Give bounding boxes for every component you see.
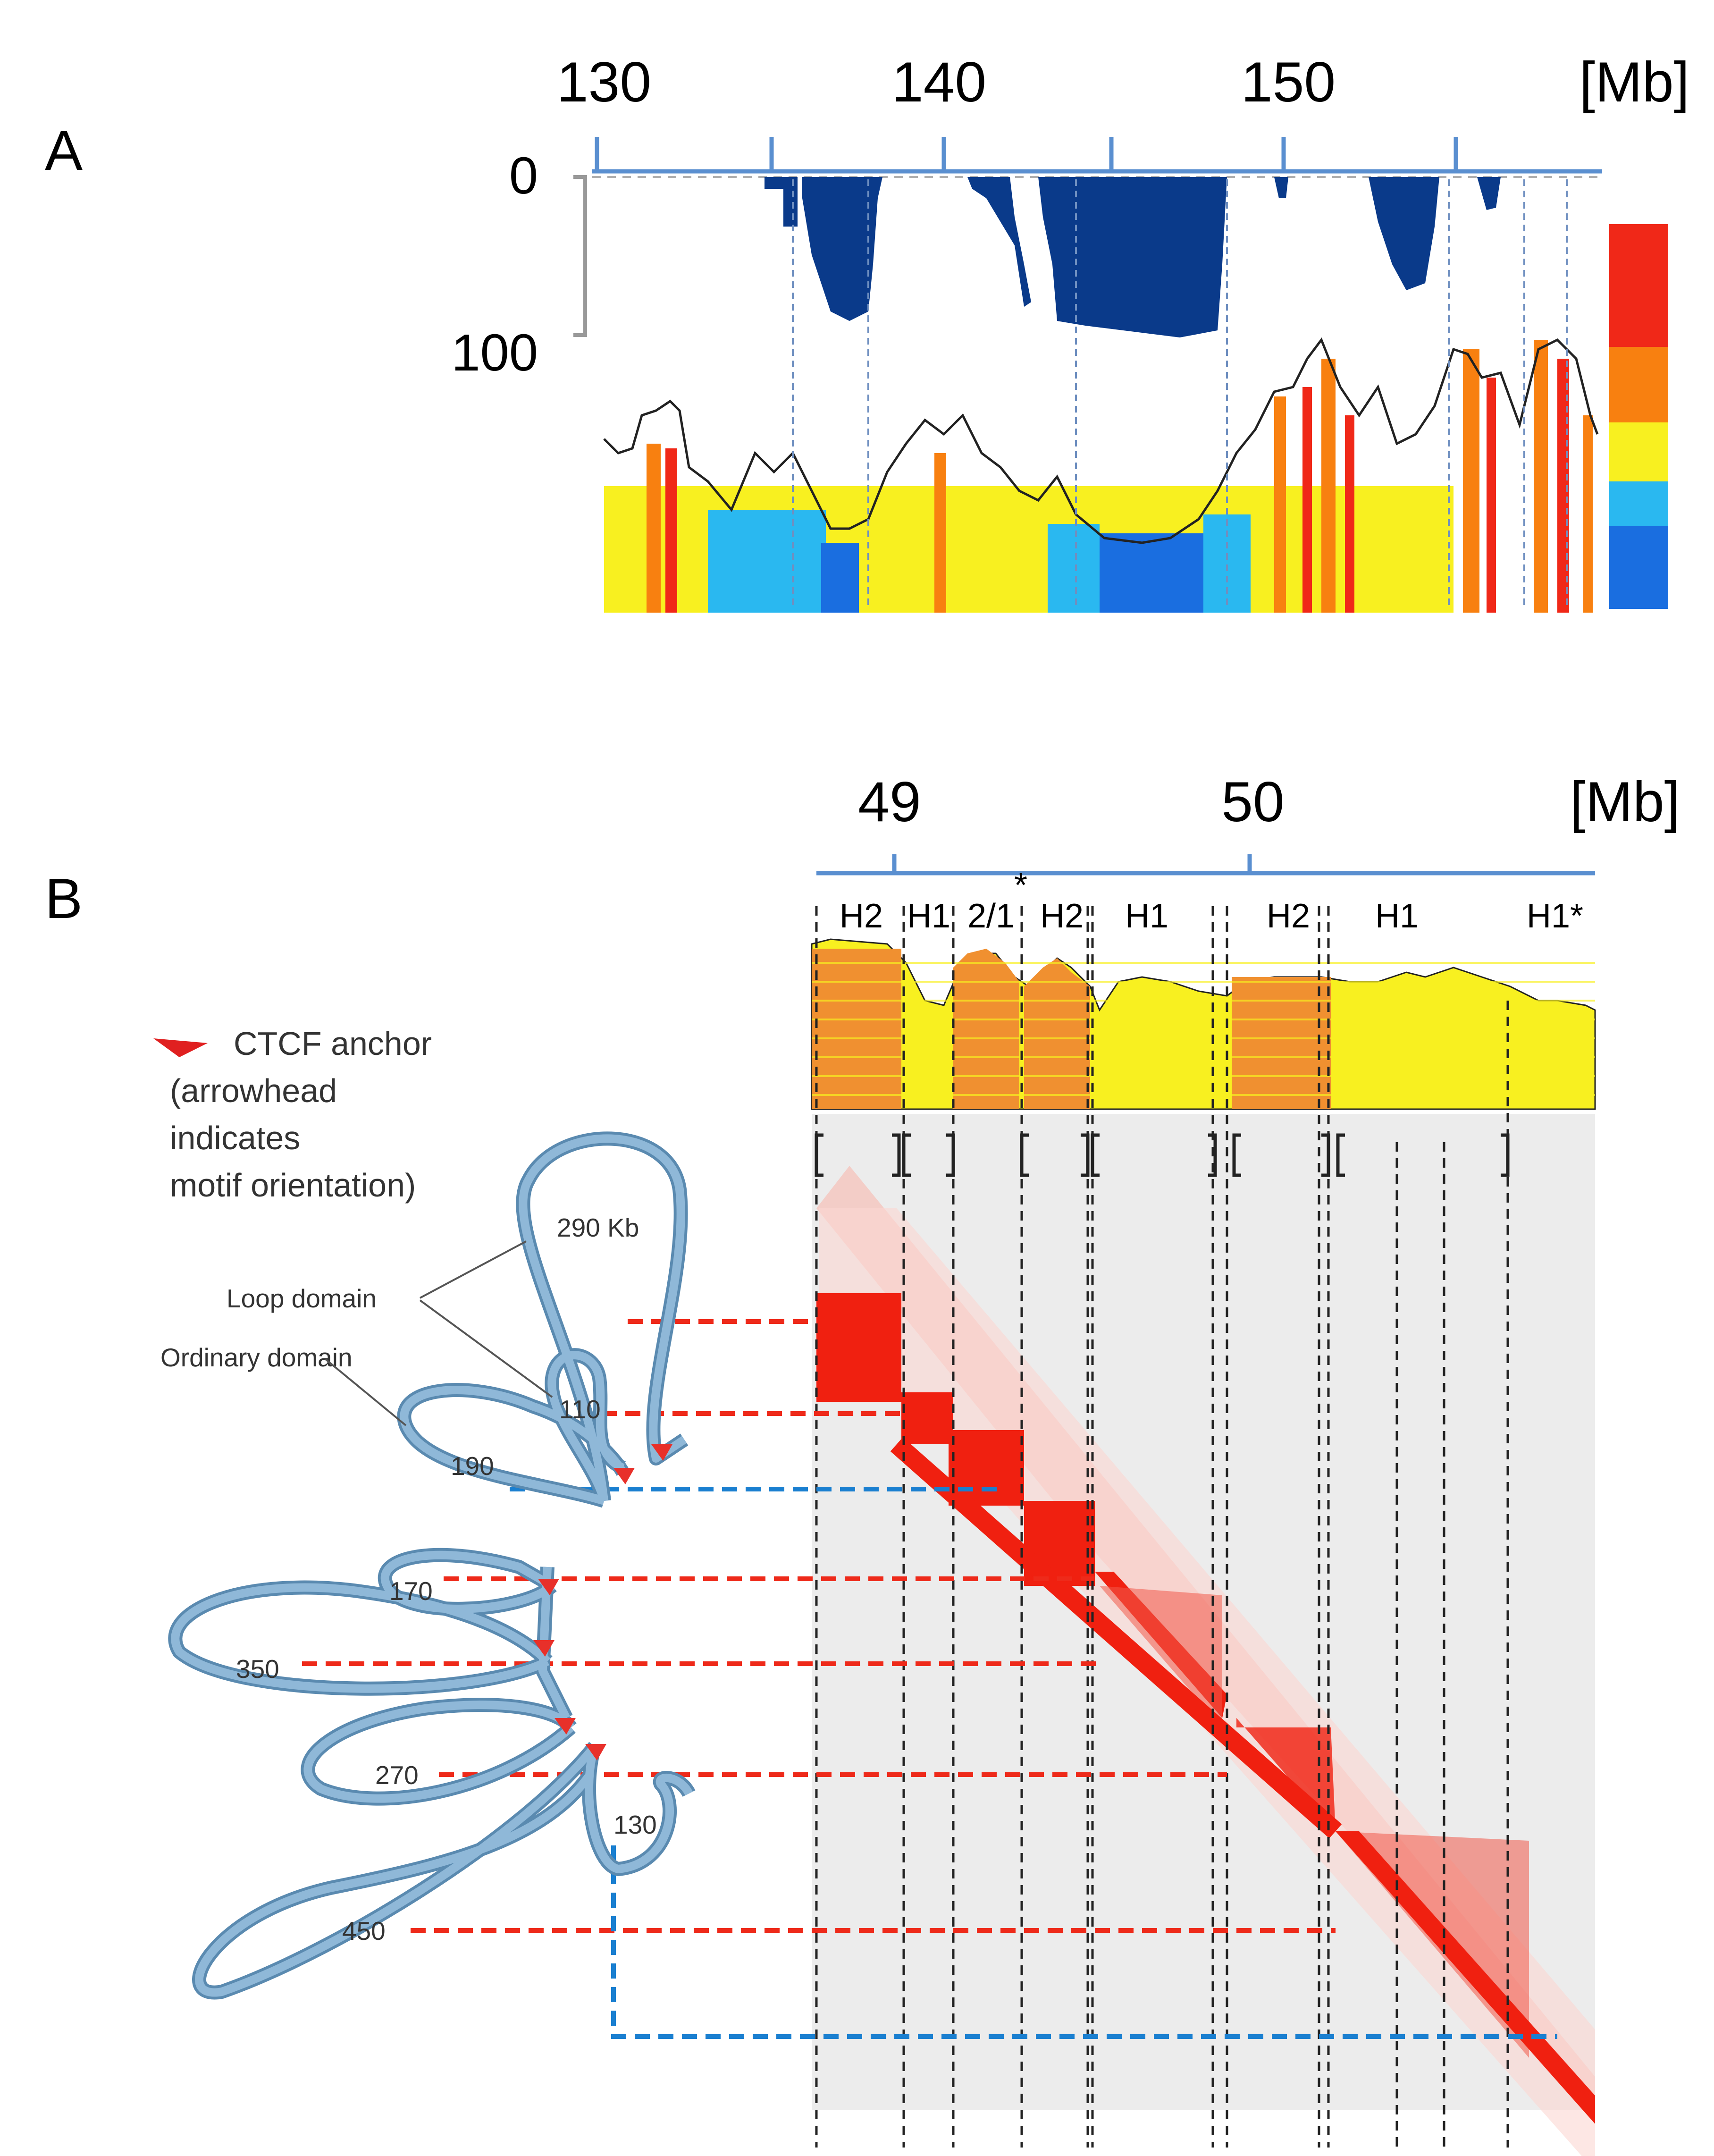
panel-a-label: A xyxy=(45,119,83,182)
loop-size-130: 130 xyxy=(613,1810,657,1839)
hap-label: H2 xyxy=(840,897,883,935)
h2-orange-blocks xyxy=(812,949,1331,1109)
haplotype-row: H2 H1 2/1 * H2 H1 H2 H1 H1* xyxy=(840,867,1583,935)
loop-domain-label: Loop domain xyxy=(227,1284,377,1313)
ordinary-domain-label: Ordinary domain xyxy=(160,1343,353,1372)
hap-label: H1* xyxy=(1527,897,1583,935)
loop-labels: 290 Kb Loop domain Ordinary domain 110 1… xyxy=(160,1213,657,1945)
hap-label: H2 xyxy=(1040,897,1084,935)
loop-size-170: 170 xyxy=(389,1576,433,1606)
hap-label: H1 xyxy=(1125,897,1168,935)
domain-boundaries xyxy=(815,906,1509,2148)
hap-label: 2/1 xyxy=(967,897,1015,935)
ctcf-anchor-icon xyxy=(153,1038,208,1057)
loop-size-290: 290 Kb xyxy=(557,1213,639,1242)
ctcf-legend: CTCF anchor (arrowhead indicates motif o… xyxy=(170,1025,432,1204)
compartment-bars xyxy=(604,340,1593,613)
axis-b-ticks xyxy=(892,854,1252,873)
svg-text:motif orientation): motif orientation) xyxy=(170,1167,416,1204)
hic-signal xyxy=(816,1166,1595,2156)
axis-a-unit: [Mb] xyxy=(1580,51,1689,114)
y-label-100: 100 xyxy=(451,324,538,382)
loop-cartoon-inner xyxy=(171,1134,693,1997)
loop-size-350: 350 xyxy=(236,1654,279,1684)
y-bracket xyxy=(573,175,587,337)
axis-a-ticks xyxy=(595,137,1458,171)
axis-a-tick-130: 130 xyxy=(557,51,651,114)
panel-b-label: B xyxy=(45,867,83,930)
callout-lines xyxy=(325,1240,553,1426)
y-label-0: 0 xyxy=(509,147,538,205)
hap-label: H1 xyxy=(907,897,950,935)
loop-size-270: 270 xyxy=(375,1760,419,1790)
svg-text:indicates: indicates xyxy=(170,1120,300,1156)
colour-scale-legend xyxy=(1609,224,1668,609)
svg-text:(arrowhead: (arrowhead xyxy=(170,1072,337,1109)
haplotype-yellow-track xyxy=(811,938,1596,1110)
ctcf-anchor-markers xyxy=(533,1444,672,1760)
blue-connectors xyxy=(510,1487,1557,2039)
axis-a-tick-150: 150 xyxy=(1241,51,1336,114)
axis-b-unit: [Mb] xyxy=(1570,770,1680,834)
loop-size-190: 190 xyxy=(451,1451,494,1481)
loop-size-110: 110 xyxy=(559,1395,601,1424)
loop-size-450: 450 xyxy=(342,1916,386,1945)
depletion-histogram xyxy=(727,177,1501,337)
axis-b-tick-49: 49 xyxy=(858,770,921,834)
track-stripes xyxy=(812,962,1595,1096)
svg-text:CTCF anchor: CTCF anchor xyxy=(234,1025,432,1062)
hap-label: H2 xyxy=(1267,897,1310,935)
hap-label: * xyxy=(1014,867,1027,904)
axis-b-tick-50: 50 xyxy=(1221,770,1284,834)
panel-a-guides xyxy=(792,179,1568,609)
axis-a-tick-140: 140 xyxy=(892,51,986,114)
hap-label: H1 xyxy=(1375,897,1419,935)
